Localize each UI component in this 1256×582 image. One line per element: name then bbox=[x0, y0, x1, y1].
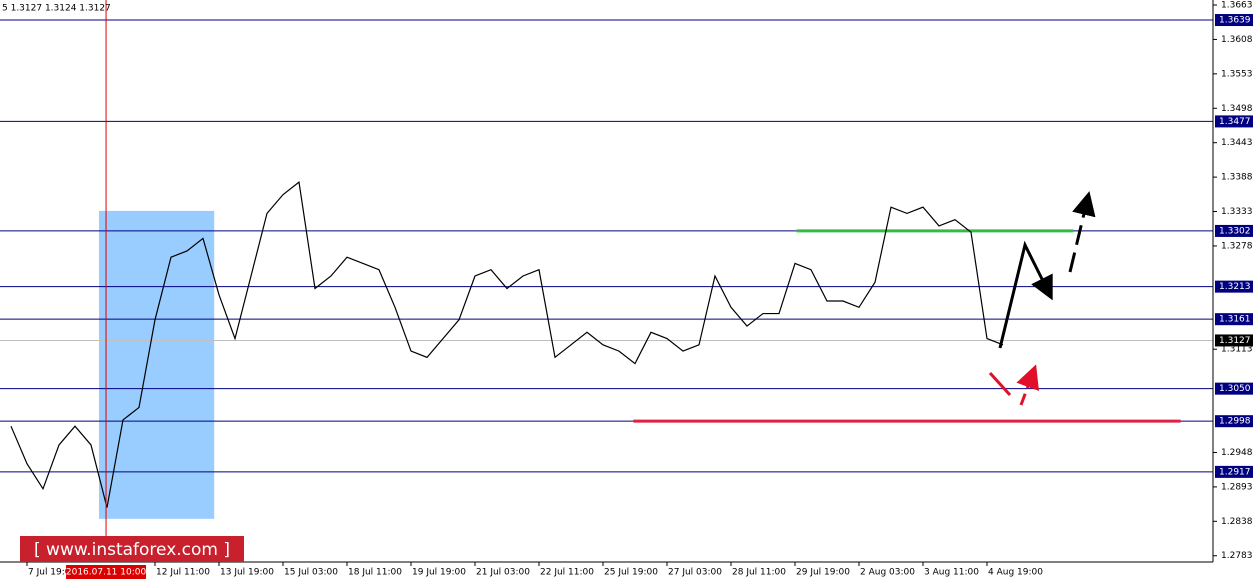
y-tick-label: 1.3113 bbox=[1221, 345, 1253, 355]
cursor-label: 2016.07.11 10:00 bbox=[66, 568, 147, 578]
y-tick-label: 1.3333 bbox=[1221, 207, 1253, 217]
current-price-box bbox=[1215, 334, 1253, 347]
forecast-arrow bbox=[998, 240, 1053, 349]
y-tick-label: 1.3553 bbox=[1221, 69, 1253, 79]
level-label-box bbox=[1215, 115, 1253, 128]
level-label: 1.3302 bbox=[1219, 226, 1251, 236]
x-tick-label: 7 Jul 19:00 bbox=[28, 568, 77, 578]
x-tick-label: 18 Jul 11:00 bbox=[348, 568, 402, 578]
x-tick-label: 28 Jul 11:00 bbox=[732, 568, 786, 578]
y-tick-label: 1.3278 bbox=[1221, 241, 1253, 251]
x-tick-label: 27 Jul 03:00 bbox=[668, 568, 722, 578]
x-tick-label: 3 Aug 11:00 bbox=[924, 568, 979, 578]
level-label: 1.2917 bbox=[1219, 467, 1251, 477]
x-tick-label: 22 Jul 11:00 bbox=[540, 568, 594, 578]
price-line bbox=[10, 181, 1004, 508]
y-tick-label: 1.3443 bbox=[1221, 138, 1253, 148]
current-price-label: 1.3127 bbox=[1219, 336, 1251, 346]
level-label-box bbox=[1215, 224, 1253, 237]
level-label: 1.3477 bbox=[1219, 117, 1251, 127]
forecast-arrows bbox=[988, 191, 1096, 406]
watermark: [ www.instaforex.com ] bbox=[34, 540, 230, 560]
y-tick-label: 1.3498 bbox=[1221, 104, 1253, 114]
x-tick-label: 19 Jul 19:00 bbox=[412, 568, 466, 578]
level-label-box bbox=[1215, 382, 1253, 395]
x-tick-label: 15 Jul 03:00 bbox=[284, 568, 338, 578]
level-label-box bbox=[1215, 280, 1253, 293]
zone bbox=[99, 210, 215, 519]
x-tick-label: 13 Jul 19:00 bbox=[220, 568, 274, 578]
x-tick-label: 21 Jul 03:00 bbox=[476, 568, 530, 578]
forecast-arrow bbox=[988, 371, 1012, 397]
ohlc-header: 5 1.3127 1.3124 1.3127 bbox=[2, 4, 111, 14]
y-tick-label: 1.3608 bbox=[1221, 35, 1253, 45]
level-label: 1.3639 bbox=[1219, 16, 1251, 26]
y-tick-label: 1.2948 bbox=[1221, 448, 1253, 458]
x-tick-label: 4 Aug 19:00 bbox=[988, 568, 1043, 578]
level-label: 1.3161 bbox=[1219, 315, 1251, 325]
x-tick-label: 12 Jul 11:00 bbox=[156, 568, 210, 578]
forecast-arrow bbox=[1016, 364, 1039, 406]
y-tick-label: 1.3663 bbox=[1221, 1, 1253, 11]
level-label-box bbox=[1215, 14, 1253, 27]
forecast-arrow bbox=[1068, 191, 1096, 273]
cursor-label-box bbox=[66, 565, 147, 579]
x-tick-label: 29 Jul 19:00 bbox=[796, 568, 850, 578]
level-label-box bbox=[1215, 465, 1253, 478]
y-tick-label: 1.2893 bbox=[1221, 482, 1253, 492]
level-label: 1.3050 bbox=[1219, 384, 1251, 394]
y-tick-label: 1.3388 bbox=[1221, 173, 1253, 183]
level-label-box bbox=[1215, 313, 1253, 326]
x-tick-label: 25 Jul 19:00 bbox=[604, 568, 658, 578]
level-label: 1.2998 bbox=[1219, 417, 1251, 427]
x-tick-label: 2 Aug 03:00 bbox=[860, 568, 915, 578]
watermark-box bbox=[20, 536, 244, 562]
level-label: 1.3213 bbox=[1219, 282, 1251, 292]
y-tick-label: 1.2838 bbox=[1221, 517, 1253, 527]
y-tick-label: 1.2783 bbox=[1221, 551, 1253, 561]
level-label-box bbox=[1215, 415, 1253, 428]
